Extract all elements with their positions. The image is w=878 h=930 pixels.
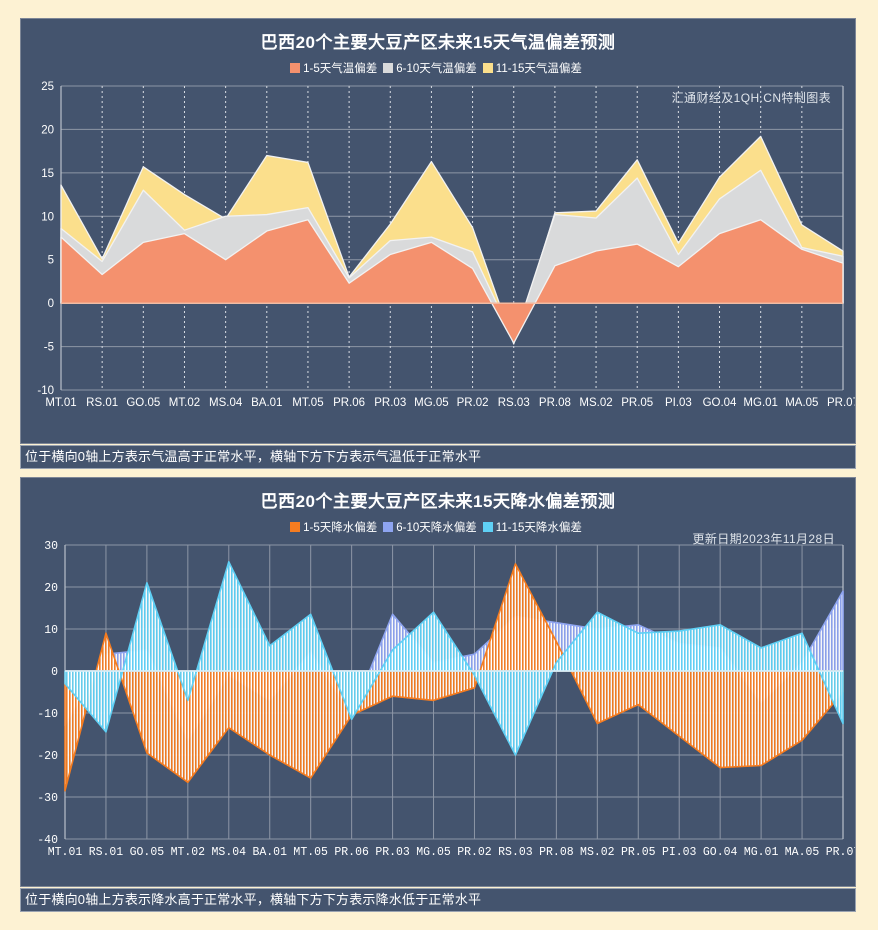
y-axis-tick-label: 20 — [41, 124, 54, 136]
x-axis-tick-label: MS.04 — [212, 846, 247, 859]
x-axis-tick-label: PR.06 — [334, 846, 369, 859]
precipitation-note: 位于横向0轴上方表示降水高于正常水平，横轴下方下方表示降水低于正常水平 — [20, 888, 856, 912]
x-axis-tick-label: BA.01 — [251, 397, 282, 409]
legend-item-temp-1[interactable]: 1-5天气温偏差 — [290, 60, 377, 76]
x-axis-tick-label: MG.05 — [416, 846, 451, 859]
y-axis-tick-label: 0 — [48, 298, 54, 310]
precipitation-legend: 1-5天降水偏差 6-10天降水偏差 11-15天降水偏差 — [21, 519, 855, 535]
y-axis-tick-label: -5 — [44, 342, 54, 354]
legend-label-precip-3: 11-15天降水偏差 — [495, 522, 582, 534]
y-axis-tick-label: 10 — [41, 211, 54, 223]
legend-item-temp-2[interactable]: 6-10天气温偏差 — [383, 60, 477, 76]
temperature-chart-svg: -10 -5 0 5 10 15 20 25 MT.01 RS.01 GO.05 MT.02 MS.04… — [37, 81, 855, 409]
x-axis-tick-label: PR.06 — [333, 397, 365, 409]
x-axis-tick-label: BA.01 — [252, 846, 287, 859]
legend-swatch-precip-1 — [290, 522, 301, 532]
legend-label-precip-1: 1-5天降水偏差 — [303, 522, 378, 534]
x-axis-tick-label: MS.04 — [209, 397, 243, 409]
x-axis-tick-label: RS.03 — [498, 397, 530, 409]
x-axis-tick-label: MT.01 — [45, 397, 76, 409]
x-axis-tick-label: GO.04 — [703, 397, 737, 409]
legend-swatch-precip-3 — [482, 522, 493, 532]
x-axis-tick-label: PR.02 — [457, 397, 489, 409]
legend-label-temp-2: 6-10天气温偏差 — [396, 63, 477, 75]
x-axis-tick-label: GO.04 — [703, 846, 738, 859]
legend-swatch-precip-2 — [383, 522, 394, 532]
legend-item-precip-3[interactable]: 11-15天降水偏差 — [482, 519, 582, 535]
temperature-legend: 1-5天气温偏差 6-10天气温偏差 11-15天气温偏差 — [21, 60, 855, 76]
series-area-1 — [64, 563, 844, 792]
series-area-1 — [60, 219, 844, 344]
legend-item-precip-2[interactable]: 6-10天降水偏差 — [383, 519, 477, 535]
legend-swatch-temp-2 — [383, 63, 394, 73]
x-axis-tick-label: MT.05 — [293, 846, 328, 859]
x-axis-tick-label: MG.01 — [744, 846, 779, 859]
legend-item-temp-3[interactable]: 11-15天气温偏差 — [482, 60, 582, 76]
x-axis-tick-label: MG.05 — [414, 397, 449, 409]
x-axis-tick-label: MS.02 — [580, 846, 615, 859]
y-axis-tick-label: -10 — [37, 385, 54, 397]
x-axis-tick-label: PR.05 — [621, 397, 653, 409]
precipitation-chart-panel: 巴西20个主要大豆产区未来15天降水偏差预测 1-5天降水偏差 6-10天降水偏… — [20, 477, 856, 887]
x-axis-tick-label: PR.03 — [375, 846, 410, 859]
x-axis-tick-label: PR.07 — [826, 846, 855, 859]
y-axis-tick-label: 30 — [44, 540, 58, 553]
temperature-note: 位于横向0轴上方表示气温高于正常水平，横轴下方下方表示气温低于正常水平 — [20, 445, 856, 469]
x-axis-tick-label: GO.05 — [126, 397, 160, 409]
x-axis-tick-label: PI.03 — [662, 846, 697, 859]
x-axis-tick-label: MA.05 — [785, 846, 820, 859]
x-axis-tick-label: PR.08 — [539, 846, 574, 859]
precipitation-chart-title: 巴西20个主要大豆产区未来15天降水偏差预测 — [260, 492, 616, 511]
y-axis-tick-label: 5 — [48, 255, 54, 267]
y-axis-tick-label: -20 — [37, 750, 58, 763]
x-axis-tick-label: MT.05 — [292, 397, 323, 409]
temperature-watermark: 汇通财经及1QH.CN特制图表 — [671, 91, 831, 105]
legend-label-precip-2: 6-10天降水偏差 — [396, 522, 477, 534]
x-axis-tick-label: PR.03 — [374, 397, 406, 409]
legend-swatch-temp-1 — [290, 63, 301, 73]
x-axis-tick-label: PR.08 — [539, 397, 571, 409]
x-axis-tick-label: MT.02 — [169, 397, 200, 409]
y-axis-tick-label: 15 — [41, 168, 54, 180]
x-axis-tick-label: PR.02 — [457, 846, 492, 859]
x-axis-tick-label: PR.07 — [827, 397, 855, 409]
legend-label-temp-1: 1-5天气温偏差 — [303, 63, 378, 75]
series-area-3 — [64, 561, 844, 756]
x-axis-tick-label: MG.01 — [743, 397, 778, 409]
x-axis-tick-label: RS.01 — [89, 846, 124, 859]
x-axis-tick-label: MT.02 — [171, 846, 206, 859]
y-axis-tick-label: -10 — [37, 708, 58, 721]
x-axis-tick-label: RS.03 — [498, 846, 533, 859]
x-axis-tick-label: GO.05 — [130, 846, 165, 859]
x-axis-tick-label: RS.01 — [86, 397, 118, 409]
y-axis-tick-label: 20 — [44, 582, 58, 595]
precipitation-chart-svg: -40 -30 -20 -10 0 10 20 30 MT.01 RS.01 GO.05 MT.02 M… — [37, 540, 855, 859]
precipitation-update-date: 更新日期2023年11月28日 — [692, 532, 835, 546]
y-axis-tick-label: 25 — [41, 81, 54, 93]
x-axis-tick-label: PR.05 — [621, 846, 656, 859]
x-axis-tick-label: MS.02 — [579, 397, 612, 409]
x-axis-tick-label: PI.03 — [665, 397, 692, 409]
temperature-chart-title: 巴西20个主要大豆产区未来15天气温偏差预测 — [260, 33, 616, 52]
temperature-chart-panel: 巴西20个主要大豆产区未来15天气温偏差预测 1-5天气温偏差 6-10天气温偏… — [20, 18, 856, 444]
y-axis-tick-label: -30 — [37, 792, 58, 805]
legend-swatch-temp-3 — [482, 63, 493, 73]
x-axis-tick-label: MT.01 — [48, 846, 83, 859]
legend-label-temp-3: 11-15天气温偏差 — [495, 63, 582, 75]
legend-item-precip-1[interactable]: 1-5天降水偏差 — [290, 519, 377, 535]
y-axis-tick-label: 0 — [51, 666, 58, 679]
y-axis-tick-label: -40 — [37, 834, 58, 847]
y-axis-tick-label: 10 — [44, 624, 58, 637]
x-axis-tick-label: MA.05 — [785, 397, 818, 409]
